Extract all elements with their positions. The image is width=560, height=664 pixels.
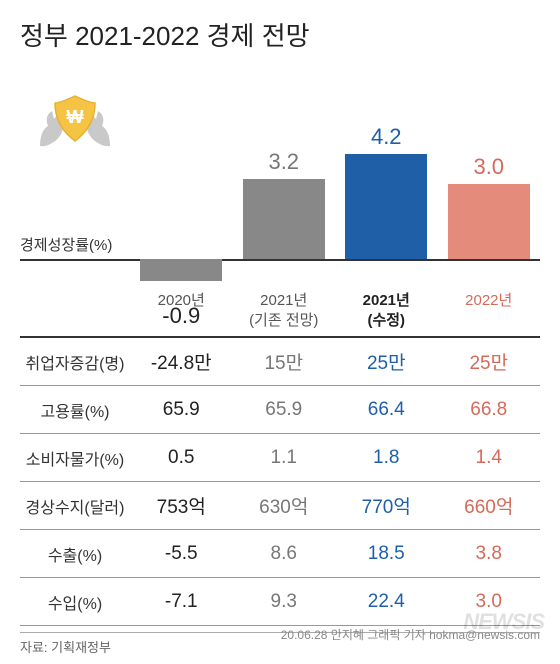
bar-column: 4.2 — [335, 71, 438, 259]
table-cell: 770억 — [335, 492, 438, 519]
bar-value-label: 4.2 — [371, 124, 402, 150]
table-cell: 8.6 — [233, 543, 336, 565]
table-cell: -24.8만 — [130, 348, 233, 375]
table-cell: 3.8 — [438, 543, 541, 565]
row-label: 취업자증감(명) — [20, 350, 130, 374]
bar: 4.2 — [345, 154, 427, 259]
table-row: 소비자물가(%)0.51.11.81.4 — [20, 434, 540, 482]
row-label: 경상수지(달러) — [20, 494, 130, 518]
row-label: 고용률(%) — [20, 398, 130, 422]
page-title: 정부 2021-2022 경제 전망 — [20, 16, 540, 53]
table-cell: 0.5 — [130, 447, 233, 469]
bar: 3.0 — [448, 184, 530, 259]
table-cell: 753억 — [130, 492, 233, 519]
column-header: 2021년(기존 전망) — [233, 291, 336, 330]
table-row: 경상수지(달러)753억630억770억660억 — [20, 482, 540, 530]
table-cell: 1.4 — [438, 447, 541, 469]
table-cell: 25만 — [438, 348, 541, 375]
table-cell: -7.1 — [130, 591, 233, 613]
footer-credit: 20.06.28 안지혜 그래픽 기자 hokma@newsis.com — [281, 626, 540, 643]
table-cell: 65.9 — [233, 399, 336, 421]
bar-chart: ₩ 경제성장률(%) -0.93.24.23.0 — [20, 71, 540, 261]
table-cell: 22.4 — [335, 591, 438, 613]
table-cell: -5.5 — [130, 543, 233, 565]
table-cell: 15만 — [233, 348, 336, 375]
bar: -0.9 — [140, 259, 222, 281]
table-row: 고용률(%)65.965.966.466.8 — [20, 386, 540, 434]
table-row: 수출(%)-5.58.618.53.8 — [20, 530, 540, 578]
table-cell: 630억 — [233, 492, 336, 519]
table-cell: 660억 — [438, 492, 541, 519]
y-axis-label: 경제성장률(%) — [20, 234, 112, 255]
row-label: 수출(%) — [20, 542, 130, 566]
shield-won-icon: ₩ — [30, 91, 120, 176]
table-row: 취업자증감(명)-24.8만15만25만25만 — [20, 338, 540, 386]
row-label: 수입(%) — [20, 590, 130, 614]
bar-column: 3.0 — [438, 71, 541, 259]
bar-column: -0.9 — [130, 71, 233, 259]
bar-value-label: 3.2 — [268, 149, 299, 175]
table-cell: 66.4 — [335, 399, 438, 421]
table-cell: 1.8 — [335, 447, 438, 469]
table-cell: 25만 — [335, 348, 438, 375]
table-cell: 66.8 — [438, 399, 541, 421]
bar-column: 3.2 — [233, 71, 336, 259]
table-cell: 18.5 — [335, 543, 438, 565]
bar-value-label: 3.0 — [473, 154, 504, 180]
table-cell: 9.3 — [233, 591, 336, 613]
table-row: 수입(%)-7.19.322.43.0 — [20, 578, 540, 626]
row-label: 소비자물가(%) — [20, 446, 130, 470]
column-headers: 2020년2021년(기존 전망)2021년(수정)2022년 — [20, 291, 540, 338]
column-header: 2021년(수정) — [335, 291, 438, 330]
data-table: 취업자증감(명)-24.8만15만25만25만고용률(%)65.965.966.… — [20, 338, 540, 626]
svg-text:₩: ₩ — [67, 107, 84, 127]
table-cell: 1.1 — [233, 447, 336, 469]
column-header: 2022년 — [438, 291, 541, 330]
bar: 3.2 — [243, 179, 325, 259]
bar-value-label: -0.9 — [162, 303, 200, 329]
table-cell: 65.9 — [130, 399, 233, 421]
